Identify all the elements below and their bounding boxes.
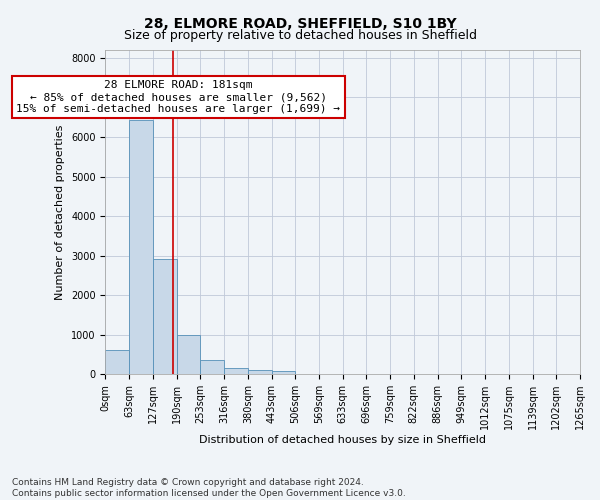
Bar: [176, 335, 200, 374]
Bar: [200, 360, 224, 374]
Text: Contains HM Land Registry data © Crown copyright and database right 2024.
Contai: Contains HM Land Registry data © Crown c…: [12, 478, 406, 498]
Bar: [224, 368, 248, 374]
Y-axis label: Number of detached properties: Number of detached properties: [55, 124, 65, 300]
Bar: [248, 370, 272, 374]
Bar: [272, 371, 295, 374]
Text: 28 ELMORE ROAD: 181sqm
← 85% of detached houses are smaller (9,562)
15% of semi-: 28 ELMORE ROAD: 181sqm ← 85% of detached…: [16, 80, 340, 114]
Bar: [106, 350, 129, 374]
Text: 28, ELMORE ROAD, SHEFFIELD, S10 1BY: 28, ELMORE ROAD, SHEFFIELD, S10 1BY: [143, 18, 457, 32]
Bar: [129, 120, 153, 374]
Bar: [153, 259, 176, 374]
Text: Size of property relative to detached houses in Sheffield: Size of property relative to detached ho…: [124, 29, 476, 42]
X-axis label: Distribution of detached houses by size in Sheffield: Distribution of detached houses by size …: [199, 435, 486, 445]
